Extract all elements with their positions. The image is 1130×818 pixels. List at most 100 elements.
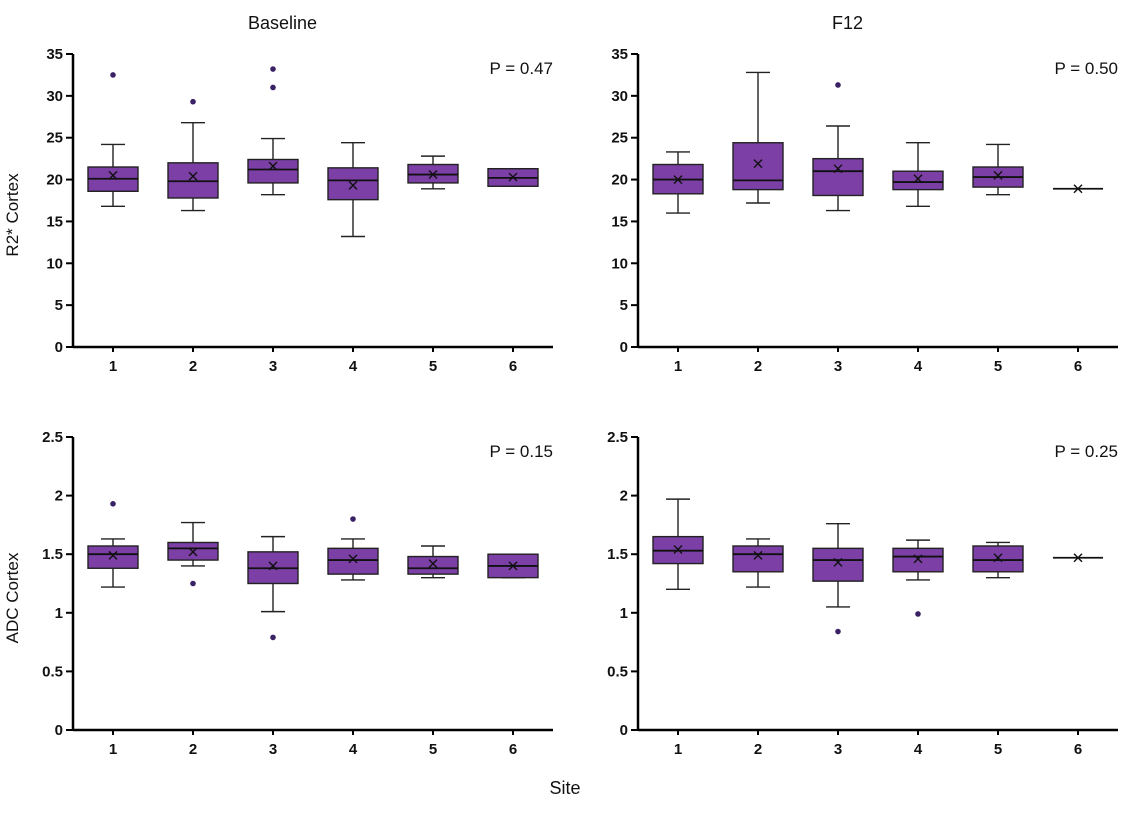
y-axis-title-adc-cortex: ADC Cortex <box>2 552 22 643</box>
x-tick-label: 4 <box>349 741 358 758</box>
y-tick-label: 1 <box>620 605 628 622</box>
y-tick-label: 10 <box>46 255 63 272</box>
mean-marker <box>753 159 763 169</box>
p-value-label: P = 0.25 <box>1055 442 1119 461</box>
mean-marker <box>993 170 1003 180</box>
mean-marker <box>348 180 358 190</box>
mean-marker <box>508 172 518 182</box>
box-group-site-2 <box>167 521 219 587</box>
panel-body: P = 0.50 0 5 10 15 20 25 30 35 1 2 3 4 5 6 <box>565 42 1130 387</box>
y-tick-label: 35 <box>46 46 63 63</box>
x-tick-label: 4 <box>914 358 923 375</box>
box-group-site-6 <box>487 167 539 187</box>
box-group-site-5 <box>972 143 1024 196</box>
x-tick-label: 3 <box>834 741 842 758</box>
mean-marker <box>508 561 518 571</box>
y-tick-label: 15 <box>46 213 63 230</box>
y-tick-label: 0 <box>620 339 628 356</box>
mean-marker <box>833 557 843 567</box>
mean-marker <box>993 553 1003 563</box>
mean-marker <box>753 550 763 560</box>
y-tick-label: 0.5 <box>607 663 628 680</box>
outlier-dot <box>270 66 276 72</box>
mean-marker <box>913 554 923 564</box>
mean-marker <box>1073 553 1083 563</box>
box-group-site-1 <box>652 151 704 214</box>
mean-marker <box>108 550 118 560</box>
panel-body: P = 0.25 0 0.5 1 1.5 2 2.5 1 2 3 4 5 6 <box>565 425 1130 770</box>
box-group-site-3 <box>812 82 864 212</box>
box-group-site-6 <box>487 553 539 579</box>
y-tick-label: 20 <box>611 172 628 189</box>
box-group-site-2 <box>732 538 784 588</box>
panel-baseline-r2-cortex: Baseline R2* Cortex P = 0.47 0 5 10 15 20 25 3… <box>0 8 565 387</box>
x-tick-label: 5 <box>429 741 437 758</box>
x-tick-label: 6 <box>509 358 517 375</box>
p-value-label: P = 0.50 <box>1055 59 1119 78</box>
box-rect <box>87 545 139 569</box>
bottom-row: ADC Cortex P = 0.15 0 0.5 1 1.5 2 2.5 1 2 3 4 5 6 P… <box>0 425 1130 770</box>
x-tick-label: 4 <box>914 741 923 758</box>
outlier-dot <box>190 580 196 587</box>
p-value-label: P = 0.47 <box>490 59 554 78</box>
outlier-dot <box>110 501 116 507</box>
mean-marker <box>348 554 358 564</box>
mean-marker <box>188 171 198 181</box>
y-tick-label: 0 <box>55 722 63 739</box>
row-gap <box>0 387 1130 425</box>
panel-title-baseline: Baseline <box>247 13 318 33</box>
boxplot-f12-r2: P = 0.50 0 5 10 15 20 25 30 35 1 2 3 4 5 6 <box>611 46 1119 375</box>
mean-marker <box>833 164 843 174</box>
box-group-site-6 <box>1053 553 1103 563</box>
top-row: Baseline R2* Cortex P = 0.47 0 5 10 15 20 25 3… <box>0 8 1130 387</box>
box-rect <box>247 158 299 184</box>
boxplot-f12-adc: P = 0.25 0 0.5 1 1.5 2 2.5 1 2 3 4 5 6 <box>607 429 1119 758</box>
y-tick-label: 2.5 <box>607 429 628 446</box>
y-tick-label: 30 <box>611 88 628 105</box>
box-rect <box>407 555 459 575</box>
outlier-dot <box>110 72 116 78</box>
box-group-site-4 <box>892 539 944 617</box>
outlier-dot <box>190 98 196 105</box>
y-tick-label: 0.5 <box>42 663 63 680</box>
outlier-dot <box>835 82 841 88</box>
y-axis-title-slot <box>565 425 590 770</box>
mean-marker <box>428 170 438 180</box>
x-tick-label: 3 <box>834 358 842 375</box>
box-group-site-5 <box>407 545 459 579</box>
box-group-site-3 <box>247 535 299 641</box>
y-tick-label: 5 <box>55 297 63 314</box>
x-tick-label: 6 <box>509 741 517 758</box>
x-tick-label: 2 <box>754 741 762 758</box>
box-group-site-2 <box>732 71 784 204</box>
box-group-site-1 <box>87 501 139 588</box>
box-group-site-5 <box>407 155 459 190</box>
box-rect <box>732 142 784 191</box>
panel-body: R2* Cortex P = 0.47 0 5 10 15 20 25 30 35 1 2 3 4 5 6 <box>0 42 565 387</box>
outlier-dot <box>350 516 356 522</box>
mean-marker <box>673 175 683 185</box>
mean-marker <box>268 561 278 571</box>
box-group-site-1 <box>87 72 139 208</box>
box-rect <box>812 547 864 582</box>
y-tick-label: 5 <box>620 297 628 314</box>
y-tick-label: 1.5 <box>607 546 628 563</box>
x-tick-label: 6 <box>1074 358 1082 375</box>
outlier-dot <box>835 628 841 635</box>
x-tick-label: 5 <box>994 741 1002 758</box>
box-group-site-2 <box>167 98 219 212</box>
y-tick-label: 2 <box>55 488 63 505</box>
y-tick-label: 2.5 <box>42 429 63 446</box>
outlier-dot <box>270 84 276 91</box>
box-group-site-3 <box>247 66 299 196</box>
x-tick-label: 1 <box>674 741 682 758</box>
y-tick-label: 25 <box>611 130 628 147</box>
y-tick-label: 10 <box>611 255 628 272</box>
x-tick-label: 4 <box>349 358 358 375</box>
y-tick-label: 2 <box>620 488 628 505</box>
y-tick-label: 35 <box>611 46 628 63</box>
outlier-dot <box>270 634 276 641</box>
box-rect <box>732 545 784 573</box>
box-rect <box>892 170 944 191</box>
box-group-site-4 <box>327 516 379 581</box>
